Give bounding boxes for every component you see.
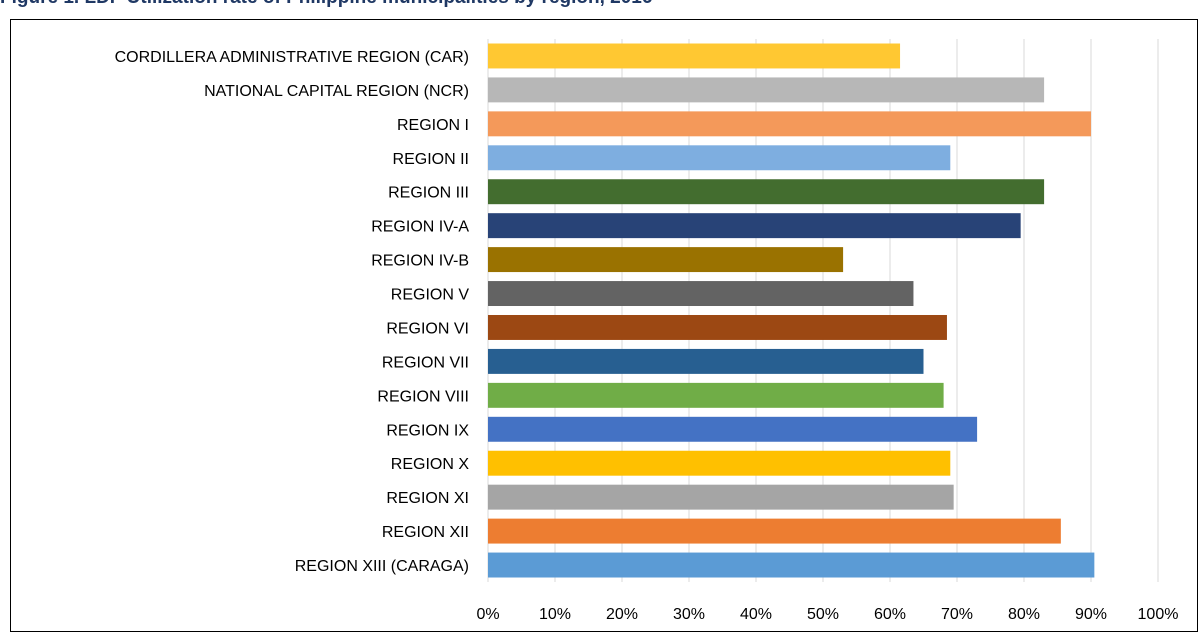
x-tick-label: 20% bbox=[606, 606, 638, 623]
category-label: REGION VIII bbox=[377, 388, 469, 405]
bar bbox=[488, 416, 978, 442]
category-label: REGION II bbox=[393, 151, 469, 168]
bar bbox=[488, 111, 1091, 137]
category-label: REGION IV-A bbox=[371, 219, 469, 236]
bar bbox=[488, 43, 901, 69]
bar bbox=[488, 314, 947, 340]
bar bbox=[488, 552, 1095, 578]
bar-chart: 0% 10% 20% 30% 40% 50% 60% 70% 80% 90% 100% CORDILL… bbox=[115, 39, 1179, 623]
category-label: REGION XI bbox=[386, 490, 469, 507]
category-label: NATIONAL CAPITAL REGION (NCR) bbox=[204, 83, 469, 100]
x-tick-label: 100% bbox=[1138, 606, 1179, 623]
x-tick-label: 10% bbox=[539, 606, 571, 623]
x-tick-label: 60% bbox=[874, 606, 906, 623]
figure-title: Figure 1. LDF Utilization rate of Philip… bbox=[0, 0, 652, 11]
category-label: REGION X bbox=[391, 456, 470, 473]
category-label: REGION XIII (CARAGA) bbox=[295, 558, 469, 575]
category-label: REGION XII bbox=[382, 524, 469, 541]
category-label: REGION VII bbox=[382, 354, 469, 371]
category-label: REGION III bbox=[388, 185, 469, 202]
category-label: REGION IV-B bbox=[371, 253, 469, 270]
x-tick-label: 90% bbox=[1075, 606, 1107, 623]
x-tick-label: 0% bbox=[476, 606, 499, 623]
x-tick-label: 40% bbox=[740, 606, 772, 623]
bar bbox=[488, 281, 914, 307]
chart-frame: 0% 10% 20% 30% 40% 50% 60% 70% 80% 90% 100% CORDILL… bbox=[10, 19, 1198, 632]
category-label: REGION IX bbox=[386, 422, 469, 439]
bar bbox=[488, 247, 844, 273]
category-label: REGION V bbox=[391, 287, 470, 304]
x-tick-label: 30% bbox=[673, 606, 705, 623]
bar bbox=[488, 179, 1045, 205]
category-label: REGION VI bbox=[386, 320, 469, 337]
x-tick-label: 70% bbox=[941, 606, 973, 623]
bar bbox=[488, 518, 1061, 544]
bar bbox=[488, 450, 951, 476]
category-label: REGION I bbox=[397, 117, 469, 134]
bar bbox=[488, 382, 944, 408]
bar bbox=[488, 213, 1021, 239]
x-tick-label: 50% bbox=[807, 606, 839, 623]
bar bbox=[488, 77, 1045, 103]
category-label: CORDILLERA ADMINISTRATIVE REGION (CAR) bbox=[115, 49, 469, 66]
bar bbox=[488, 484, 954, 510]
bar bbox=[488, 348, 924, 374]
x-tick-label: 80% bbox=[1008, 606, 1040, 623]
bar bbox=[488, 145, 951, 171]
